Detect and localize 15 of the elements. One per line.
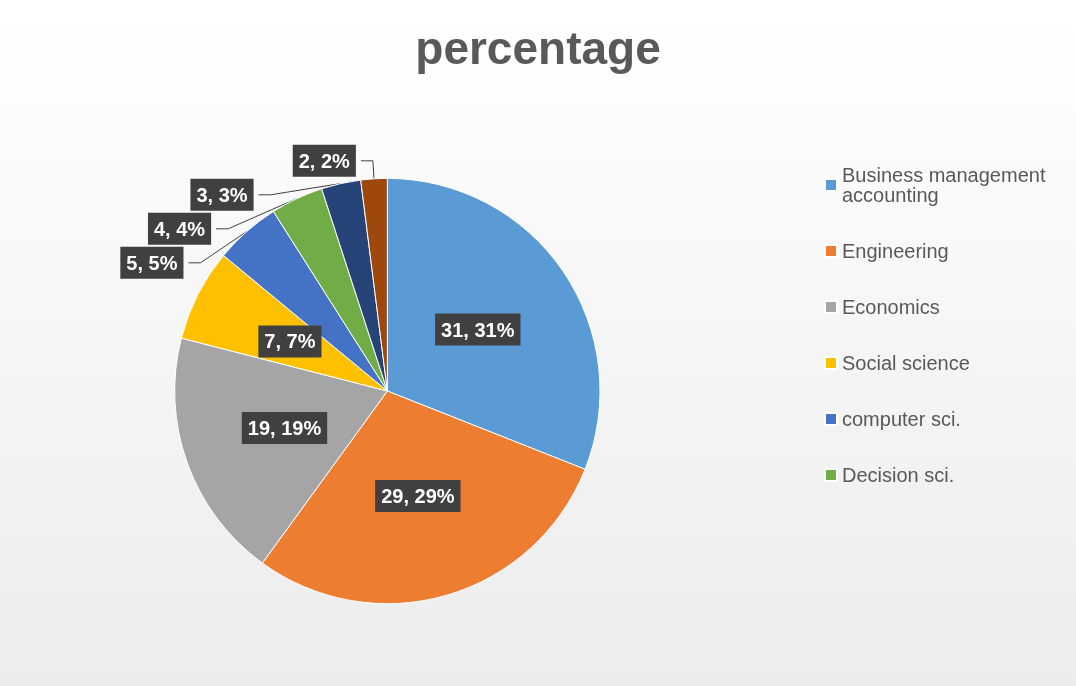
data-label: 7, 7% xyxy=(264,330,316,353)
legend-label: computer sci. xyxy=(842,408,961,430)
legend-label: Economics xyxy=(842,296,940,318)
chart-title: percentage xyxy=(415,22,661,74)
legend-label: Decision sci. xyxy=(842,464,955,486)
data-label: 31, 31% xyxy=(441,318,515,341)
data-label: 2, 2% xyxy=(298,149,351,172)
legend-label: Business management accounting xyxy=(842,164,1052,206)
data-label: 5, 5% xyxy=(126,251,178,274)
data-label: 19, 19% xyxy=(247,417,322,440)
legend-label: Engineering xyxy=(842,240,949,262)
data-label: 3, 3% xyxy=(196,183,248,206)
data-label: 4, 4% xyxy=(153,217,206,240)
data-label: 29, 29% xyxy=(381,485,455,508)
legend-label: Social science xyxy=(842,352,970,374)
